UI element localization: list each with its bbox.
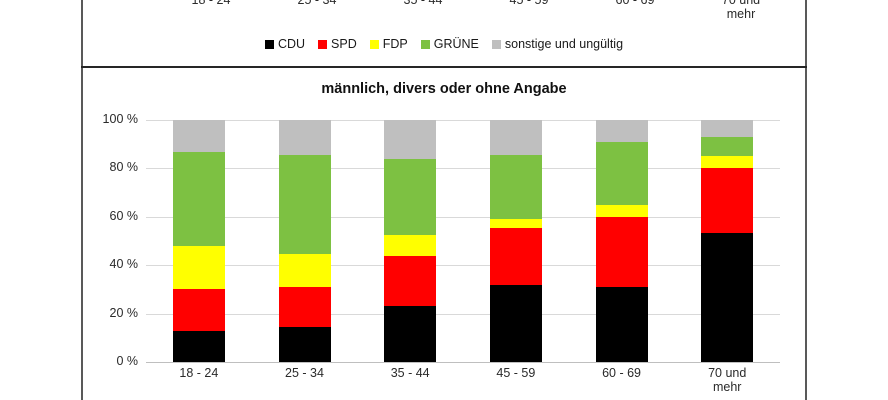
bar-segment[interactable] bbox=[595, 141, 648, 205]
previous-chart-category-labels: 18 - 24 25 - 34 35 - 44 45 - 59 60 - 69 70 un… bbox=[158, 0, 794, 33]
bar-segment[interactable] bbox=[384, 255, 437, 307]
x-axis-category-label: 25 - 34 bbox=[285, 366, 324, 380]
frame-border-left bbox=[81, 0, 83, 400]
bar-segment[interactable] bbox=[384, 234, 437, 256]
bar-slot bbox=[146, 120, 252, 362]
bar-segment[interactable] bbox=[595, 120, 648, 142]
bar-segment[interactable] bbox=[701, 168, 754, 233]
gridline bbox=[146, 168, 780, 170]
chart-legend: CDU SPD FDP GRÜNE sonstige und ungültig bbox=[81, 38, 807, 51]
bar-segment[interactable] bbox=[595, 286, 648, 362]
chart-panel-male: männlich, divers oder ohne Angabe 0 % 20 … bbox=[81, 68, 807, 400]
bar-segment[interactable] bbox=[384, 158, 437, 235]
bar-group bbox=[146, 120, 780, 362]
bar-segment[interactable] bbox=[172, 330, 225, 362]
bar-segment[interactable] bbox=[278, 326, 331, 362]
stacked-bar[interactable] bbox=[595, 120, 648, 362]
legend-item[interactable]: CDU bbox=[264, 37, 306, 51]
legend-item-label: GRÜNE bbox=[433, 37, 479, 51]
previous-chart-category-label: 18 - 24 bbox=[191, 0, 231, 7]
bar-segment[interactable] bbox=[172, 151, 225, 246]
previous-chart-category-label: 60 - 69 bbox=[615, 0, 655, 7]
bar-slot bbox=[463, 120, 569, 362]
legend-swatch-icon bbox=[369, 40, 379, 49]
legend-item-label: SPD bbox=[331, 37, 357, 51]
legend-swatch-icon bbox=[420, 40, 430, 49]
plot-area: 0 % 20 % 40 % 60 % 80 % 100 % bbox=[103, 112, 780, 368]
stacked-bar[interactable] bbox=[384, 120, 437, 362]
y-axis-tick-label: 20 % bbox=[109, 305, 139, 320]
gridline bbox=[146, 216, 780, 218]
legend-item-label: CDU bbox=[277, 37, 306, 51]
legend-item[interactable]: GRÜNE bbox=[420, 37, 479, 51]
y-axis-tick-label: 60 % bbox=[109, 208, 139, 223]
stacked-bar[interactable] bbox=[701, 120, 754, 362]
bar-segment[interactable] bbox=[172, 289, 225, 331]
bar-segment[interactable] bbox=[384, 306, 437, 362]
legend-item[interactable]: SPD bbox=[318, 38, 357, 51]
bar-segment[interactable] bbox=[278, 155, 331, 255]
bar-segment[interactable] bbox=[701, 156, 754, 169]
previous-chart-category-label: 35 - 44 bbox=[403, 0, 443, 7]
y-axis-tick-label: 100 % bbox=[102, 112, 138, 126]
gridline bbox=[146, 313, 780, 315]
previous-chart-axis-remnant: 18 - 24 25 - 34 35 - 44 45 - 59 60 - 69 70 un… bbox=[81, 0, 807, 66]
bar-segment[interactable] bbox=[172, 120, 225, 152]
stacked-bar[interactable] bbox=[489, 120, 542, 362]
y-axis-tick-label: 0 % bbox=[116, 354, 138, 368]
x-axis-category-label: 18 - 24 bbox=[179, 366, 219, 380]
bar-segment[interactable] bbox=[701, 232, 754, 362]
bar-segment[interactable] bbox=[384, 120, 437, 159]
bar-segment[interactable] bbox=[489, 284, 542, 362]
bar-slot bbox=[357, 120, 463, 362]
x-axis-category-label: 45 - 59 bbox=[496, 366, 536, 380]
bar-segment[interactable] bbox=[278, 120, 331, 156]
bar-segment[interactable] bbox=[701, 136, 754, 157]
legend-swatch-icon bbox=[491, 40, 501, 49]
legend-item-label: FDP bbox=[382, 37, 408, 51]
stacked-bar[interactable] bbox=[278, 120, 331, 362]
bar-segment[interactable] bbox=[489, 155, 542, 220]
x-axis-category-labels: 18 - 24 25 - 34 35 - 44 45 - 59 60 - 69 70 un… bbox=[146, 366, 780, 394]
bar-segment[interactable] bbox=[489, 120, 542, 156]
legend-swatch-icon bbox=[264, 40, 274, 49]
legend-item-label: sonstige und ungültig bbox=[504, 37, 624, 51]
legend-swatch-icon bbox=[318, 40, 328, 49]
stacked-bar[interactable] bbox=[172, 120, 225, 362]
y-axis-tick-label: 40 % bbox=[109, 257, 139, 272]
legend-item[interactable]: FDP bbox=[369, 37, 408, 51]
bar-segment[interactable] bbox=[489, 219, 542, 228]
y-axis-tick-label: 80 % bbox=[109, 160, 139, 175]
bar-segment[interactable] bbox=[172, 245, 225, 290]
x-axis-category-label: 60 - 69 bbox=[602, 366, 641, 380]
bar-slot bbox=[674, 120, 780, 362]
chart-title: männlich, divers oder ohne Angabe bbox=[321, 81, 567, 97]
gridline bbox=[146, 362, 780, 363]
previous-chart-category-label: 25 - 34 bbox=[297, 0, 337, 7]
gridline bbox=[146, 120, 780, 121]
bar-slot bbox=[569, 120, 675, 362]
gridline bbox=[146, 265, 780, 267]
x-axis-category-label: 35 - 44 bbox=[390, 366, 430, 380]
frame-border-right bbox=[805, 0, 807, 400]
legend-item[interactable]: sonstige und ungültig bbox=[491, 37, 624, 51]
bar-segment[interactable] bbox=[595, 204, 648, 217]
bar-segment[interactable] bbox=[489, 227, 542, 285]
bar-segment[interactable] bbox=[595, 216, 648, 287]
bar-segment[interactable] bbox=[701, 120, 754, 137]
bar-segment[interactable] bbox=[278, 287, 331, 327]
bar-slot bbox=[252, 120, 358, 362]
bar-segment[interactable] bbox=[278, 254, 331, 287]
panel-divider bbox=[81, 66, 807, 68]
previous-chart-category-label: 70 und mehr bbox=[721, 0, 761, 21]
x-axis-category-label: 70 und mehr bbox=[708, 366, 747, 394]
previous-chart-category-label: 45 - 59 bbox=[509, 0, 549, 7]
